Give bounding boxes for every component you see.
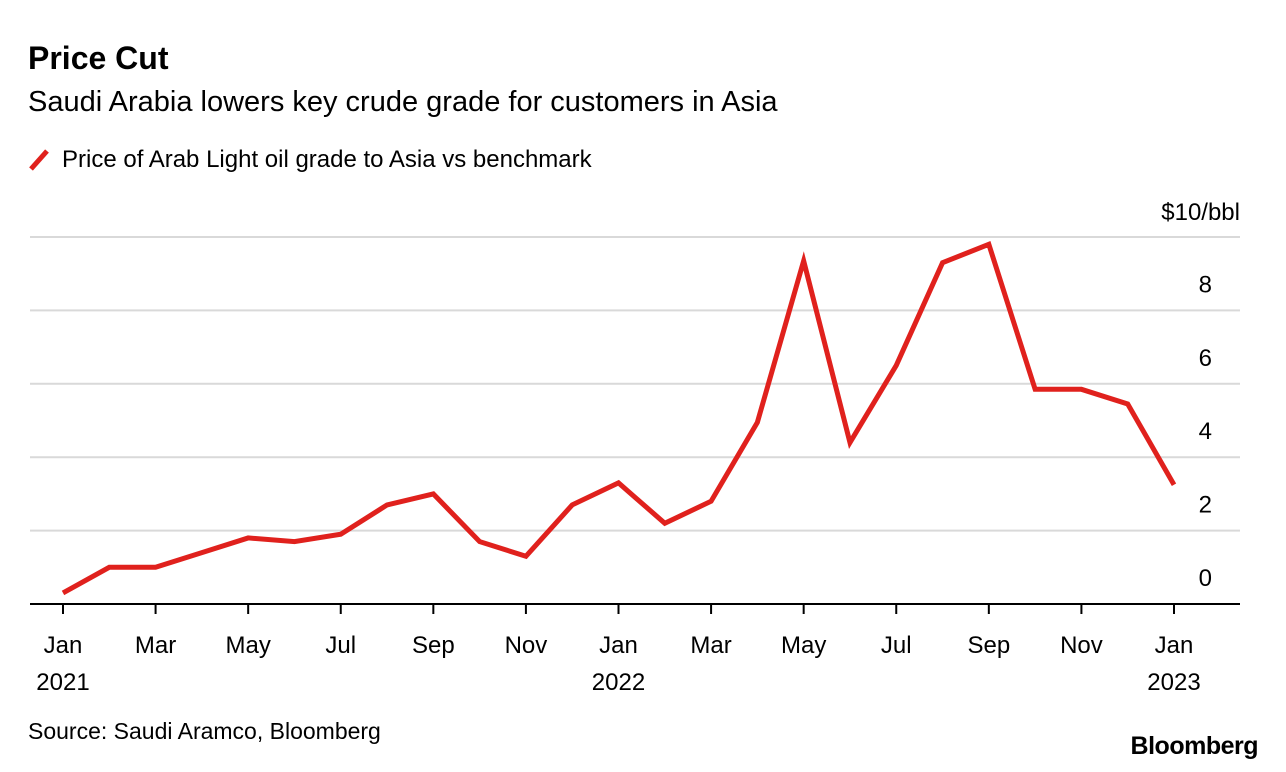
x-tick-label: Mar <box>690 632 731 659</box>
chart-title: Price Cut <box>28 40 169 76</box>
chart-subtitle: Saudi Arabia lowers key crude grade for … <box>28 86 778 118</box>
x-tick-label: Jul <box>325 632 356 659</box>
x-tick-label: Jul <box>881 632 912 659</box>
y-tick-label: 2 <box>1199 492 1212 519</box>
x-tick-label: Sep <box>412 632 455 659</box>
series-line <box>61 241 1177 596</box>
x-tick-label: Jan <box>44 632 83 659</box>
y-tick-label: 0 <box>1199 565 1212 592</box>
x-year-label: 2022 <box>592 669 645 696</box>
y-tick-label: 8 <box>1199 271 1212 298</box>
source-note: Source: Saudi Aramco, Bloomberg <box>28 718 381 744</box>
legend: Price of Arab Light oil grade to Asia vs… <box>28 146 592 174</box>
x-tick-label: Sep <box>967 632 1010 659</box>
x-year-label: 2023 <box>1147 669 1200 696</box>
x-tick-label: Jan <box>599 632 638 659</box>
legend-label: Price of Arab Light oil grade to Asia vs… <box>62 146 592 173</box>
x-tick-label: May <box>225 632 270 659</box>
bloomberg-logo: Bloomberg <box>1130 732 1259 760</box>
x-tick-label: Mar <box>135 632 176 659</box>
legend-swatch-icon <box>29 149 49 171</box>
x-tick-label: Nov <box>505 632 548 659</box>
x-tick-label: Jan <box>1155 632 1194 659</box>
x-tick-label: Nov <box>1060 632 1103 659</box>
y-tick-label: 6 <box>1199 345 1212 372</box>
x-year-label: 2021 <box>36 669 89 696</box>
y-axis-unit-label: $10/bbl <box>1161 199 1240 226</box>
y-tick-label: 4 <box>1199 418 1212 445</box>
x-tick-label: May <box>781 632 826 659</box>
